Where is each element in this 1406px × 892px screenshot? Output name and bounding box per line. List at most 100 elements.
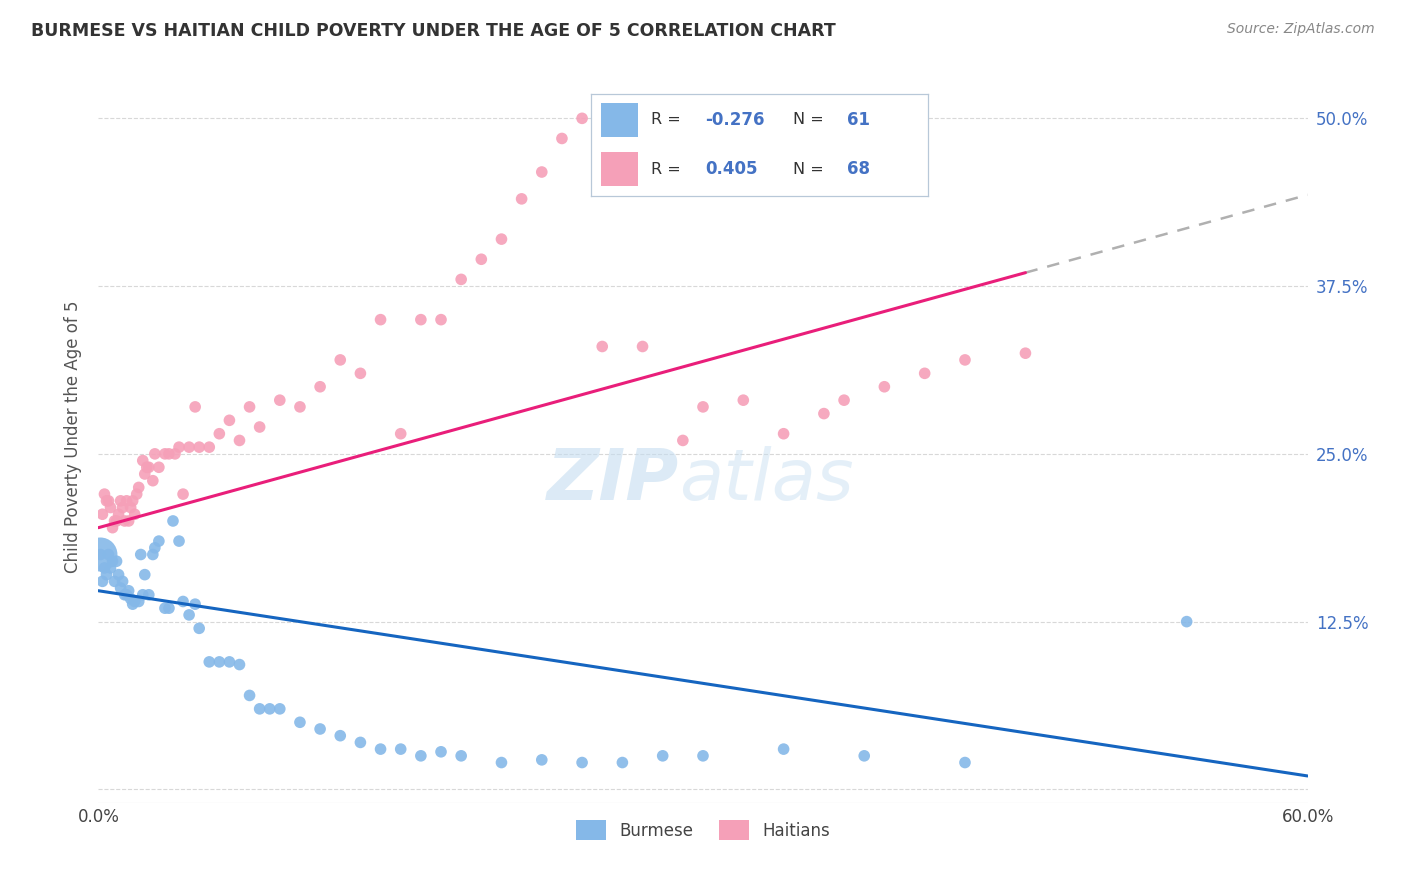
Point <box>93 487 115 501</box>
Point <box>134 467 156 481</box>
Point <box>672 434 695 448</box>
Point <box>179 440 201 454</box>
Point <box>218 655 240 669</box>
Point <box>132 453 155 467</box>
Point <box>329 729 352 743</box>
Point <box>873 380 896 394</box>
Text: ZIP: ZIP <box>547 447 679 516</box>
Point <box>167 534 190 549</box>
Point <box>96 567 118 582</box>
Point <box>450 272 472 286</box>
Point <box>184 400 207 414</box>
Point <box>450 748 472 763</box>
Point <box>167 440 190 454</box>
Point <box>813 407 835 421</box>
Point <box>111 500 134 515</box>
Point <box>409 312 432 326</box>
Point <box>125 487 148 501</box>
FancyBboxPatch shape <box>600 153 638 186</box>
Point <box>259 702 281 716</box>
Point <box>110 493 132 508</box>
Point <box>138 460 160 475</box>
Point <box>138 588 160 602</box>
Point <box>143 447 166 461</box>
Point <box>142 548 165 562</box>
Point <box>571 756 593 770</box>
Point <box>530 165 553 179</box>
Point <box>96 493 118 508</box>
Point <box>370 312 392 326</box>
Point <box>115 588 138 602</box>
Point <box>163 447 186 461</box>
Point <box>239 400 262 414</box>
Point <box>470 252 492 267</box>
Point <box>134 567 156 582</box>
Point <box>530 753 553 767</box>
Point <box>103 514 125 528</box>
Point <box>953 352 976 367</box>
Point <box>692 400 714 414</box>
Point <box>551 131 574 145</box>
Point <box>91 508 114 522</box>
Point <box>148 460 170 475</box>
Point <box>1175 615 1198 629</box>
Point <box>198 440 221 454</box>
Point <box>105 514 128 528</box>
Point <box>349 735 371 749</box>
Point <box>692 748 714 763</box>
Point <box>953 756 976 770</box>
Point <box>107 567 129 582</box>
Point <box>89 548 111 562</box>
Point <box>91 574 114 589</box>
Point <box>491 232 513 246</box>
Point <box>733 393 755 408</box>
Point <box>179 607 201 622</box>
Y-axis label: Child Poverty Under the Age of 5: Child Poverty Under the Age of 5 <box>65 301 83 574</box>
Point <box>571 112 593 126</box>
Point <box>153 601 176 615</box>
Point <box>389 426 412 441</box>
Point <box>97 548 120 562</box>
Point <box>100 561 122 575</box>
Text: Source: ZipAtlas.com: Source: ZipAtlas.com <box>1227 22 1375 37</box>
Point <box>120 500 142 515</box>
Point <box>121 493 143 508</box>
Point <box>93 561 115 575</box>
Point <box>105 554 128 568</box>
Point <box>114 588 136 602</box>
Point <box>143 541 166 555</box>
Point <box>228 657 250 672</box>
Point <box>349 367 371 381</box>
Text: atlas: atlas <box>679 447 853 516</box>
Point <box>101 521 124 535</box>
Point <box>288 400 311 414</box>
Point <box>172 487 194 501</box>
Point <box>430 745 453 759</box>
Point <box>914 367 936 381</box>
Point <box>142 474 165 488</box>
Point <box>853 748 876 763</box>
Point <box>249 420 271 434</box>
Point <box>124 594 146 608</box>
Point <box>430 312 453 326</box>
Text: BURMESE VS HAITIAN CHILD POVERTY UNDER THE AGE OF 5 CORRELATION CHART: BURMESE VS HAITIAN CHILD POVERTY UNDER T… <box>31 22 835 40</box>
Point <box>1014 346 1036 360</box>
Text: N =: N = <box>793 161 830 177</box>
Point <box>128 594 150 608</box>
Point <box>153 447 176 461</box>
Point <box>772 742 794 756</box>
Text: 61: 61 <box>846 111 870 128</box>
Point <box>129 548 152 562</box>
Point <box>208 655 231 669</box>
Point <box>631 339 654 353</box>
Point <box>172 594 194 608</box>
Point <box>188 621 211 635</box>
Point <box>772 426 794 441</box>
Point <box>208 426 231 441</box>
Point <box>118 514 141 528</box>
Point <box>309 380 332 394</box>
Point <box>162 514 184 528</box>
Text: 68: 68 <box>846 160 870 178</box>
Point <box>157 447 180 461</box>
Point <box>124 508 146 522</box>
